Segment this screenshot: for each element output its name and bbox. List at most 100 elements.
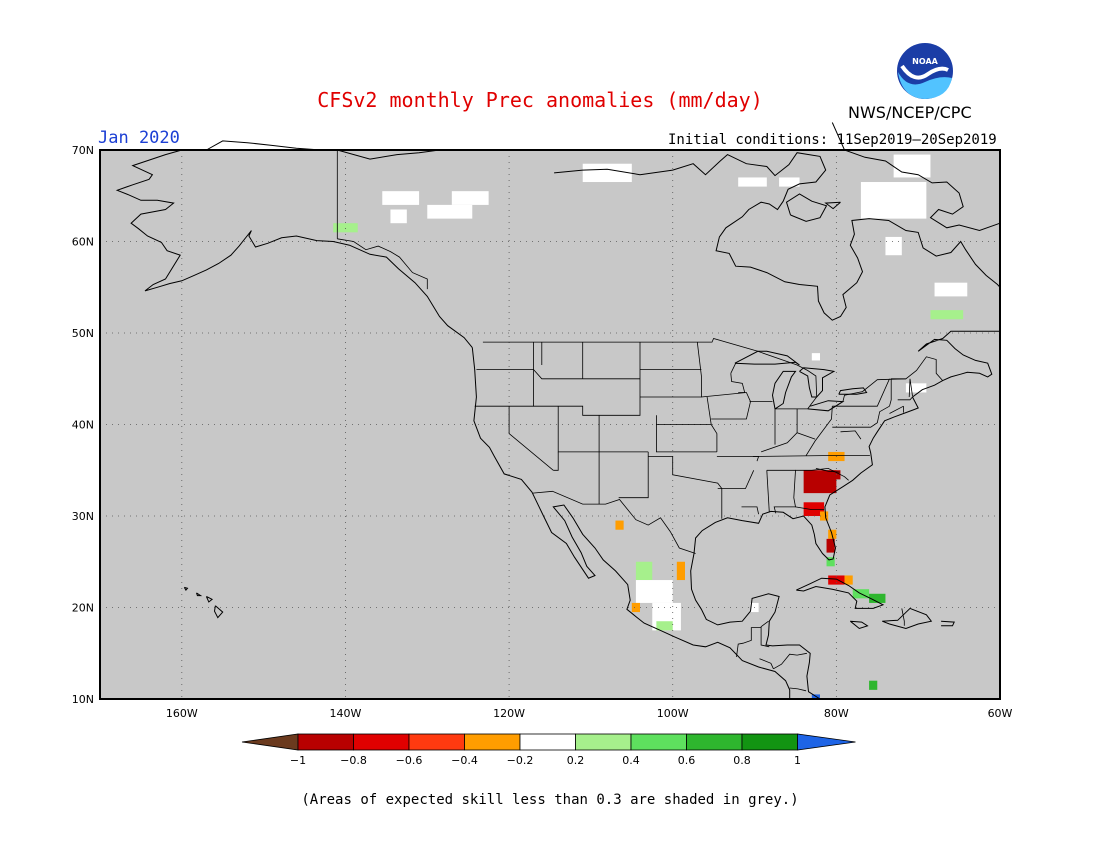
political-border <box>766 469 796 514</box>
political-border <box>532 490 696 554</box>
political-border <box>773 652 807 670</box>
colorbar-bin <box>297 733 354 751</box>
political-border <box>889 405 904 414</box>
chart-title: CFSv2 monthly Prec anomalies (mm/day) <box>317 88 763 112</box>
political-border <box>832 378 890 407</box>
coastline <box>941 620 955 627</box>
colorbar-bin <box>575 733 632 751</box>
political-border <box>730 363 737 374</box>
political-border <box>736 620 769 657</box>
political-border <box>717 470 755 489</box>
lon-tick-label: 80W <box>824 707 849 720</box>
political-border <box>842 356 943 402</box>
lon-tick-label: 120W <box>493 707 525 720</box>
lat-tick-label: 60N <box>72 236 94 249</box>
political-border <box>789 687 807 692</box>
political-border <box>557 406 600 505</box>
lat-tick-label: 10N <box>72 693 94 706</box>
anomaly-cell <box>451 191 489 205</box>
noaa-logo-icon: NOAA <box>897 43 953 99</box>
colorbar-label: 0.6 <box>678 754 696 767</box>
political-border <box>840 430 862 440</box>
lon-tick-label: 100W <box>657 707 689 720</box>
coastline <box>771 370 797 410</box>
coastline <box>831 122 1001 232</box>
colorbar-label: −0.8 <box>340 754 367 767</box>
anomaly-cell <box>631 602 640 613</box>
anomaly-cell <box>930 310 964 320</box>
lon-tick-label: 140W <box>330 707 362 720</box>
political-border <box>815 468 840 473</box>
political-border <box>889 378 906 407</box>
skill-footnote: (Areas of expected skill less than 0.3 a… <box>301 792 799 808</box>
agency-label: NWS/NCEP/CPC <box>848 103 972 122</box>
coastline <box>849 620 869 630</box>
colorbar-right-arrow <box>797 733 856 751</box>
logo-text: NOAA <box>912 57 938 66</box>
coastline <box>796 577 885 609</box>
coastline <box>690 330 1000 700</box>
political-border <box>760 627 770 648</box>
political-border <box>730 373 746 393</box>
colorbar-bin <box>353 733 410 751</box>
lat-tick-label: 40N <box>72 419 94 432</box>
coastline <box>734 350 800 366</box>
anomaly-cell <box>869 593 886 603</box>
anomaly-cell <box>869 680 878 690</box>
anomaly-cell <box>427 204 473 219</box>
forecast-month: Jan 2020 <box>98 128 180 148</box>
colorbar-bin <box>519 733 576 751</box>
coastline <box>882 607 933 630</box>
political-border <box>640 342 702 398</box>
lat-tick-label: 30N <box>72 510 94 523</box>
political-border <box>553 451 559 471</box>
coastline <box>196 592 203 597</box>
coastline <box>471 347 791 699</box>
anomaly-cell <box>824 470 841 480</box>
anomaly-cell <box>635 561 653 581</box>
political-border <box>897 396 913 401</box>
anomaly-cell <box>860 182 927 219</box>
coastline <box>213 605 224 619</box>
political-border <box>337 238 428 290</box>
anomaly-cell <box>803 502 825 516</box>
colorbar-left-arrow <box>241 733 299 751</box>
lat-tick-label: 50N <box>72 327 94 340</box>
political-border <box>760 432 816 453</box>
anomaly-cell <box>826 557 835 567</box>
colorbar-label: 0.4 <box>622 754 640 767</box>
anomaly-cell <box>828 575 845 585</box>
lat-tick-label: 70N <box>72 144 94 157</box>
political-border <box>795 506 825 510</box>
coastlines <box>115 122 1001 700</box>
political-border <box>482 338 818 410</box>
political-border <box>759 658 774 669</box>
anomaly-cell <box>333 223 358 233</box>
political-border <box>618 451 649 499</box>
political-border <box>741 506 759 515</box>
map-frame <box>99 149 1001 700</box>
coastline <box>785 193 828 222</box>
political-border <box>805 406 833 456</box>
anomaly-cell <box>676 561 685 581</box>
colorbar-bin <box>741 733 798 751</box>
political-border <box>832 405 890 428</box>
colorbar-bin <box>686 733 743 751</box>
axis-labels: 70N 60N 50N 40N 30N 20N 10N 160W 140W 120W 100W 80W… <box>72 144 1013 720</box>
colorbar-label: −0.4 <box>451 754 478 767</box>
colorbar-bin <box>464 733 521 751</box>
colorbar-label: 0.8 <box>733 754 751 767</box>
colorbar-label: 1 <box>794 754 801 767</box>
colorbar-label: −0.2 <box>507 754 534 767</box>
lon-tick-label: 160W <box>166 707 198 720</box>
political-border <box>752 455 870 457</box>
anomaly-cell <box>738 177 767 187</box>
colorbar: −1 −0.8 −0.6 −0.4 −0.2 0.2 0.4 0.6 0.8 1 <box>241 733 856 767</box>
state-borders <box>336 150 943 692</box>
political-border <box>656 415 717 453</box>
political-border <box>533 369 583 380</box>
anomaly-cell <box>844 575 853 585</box>
anomaly-cell <box>905 383 927 393</box>
initial-conditions: Initial conditions: 11Sep2019–20Sep2019 <box>668 132 997 148</box>
